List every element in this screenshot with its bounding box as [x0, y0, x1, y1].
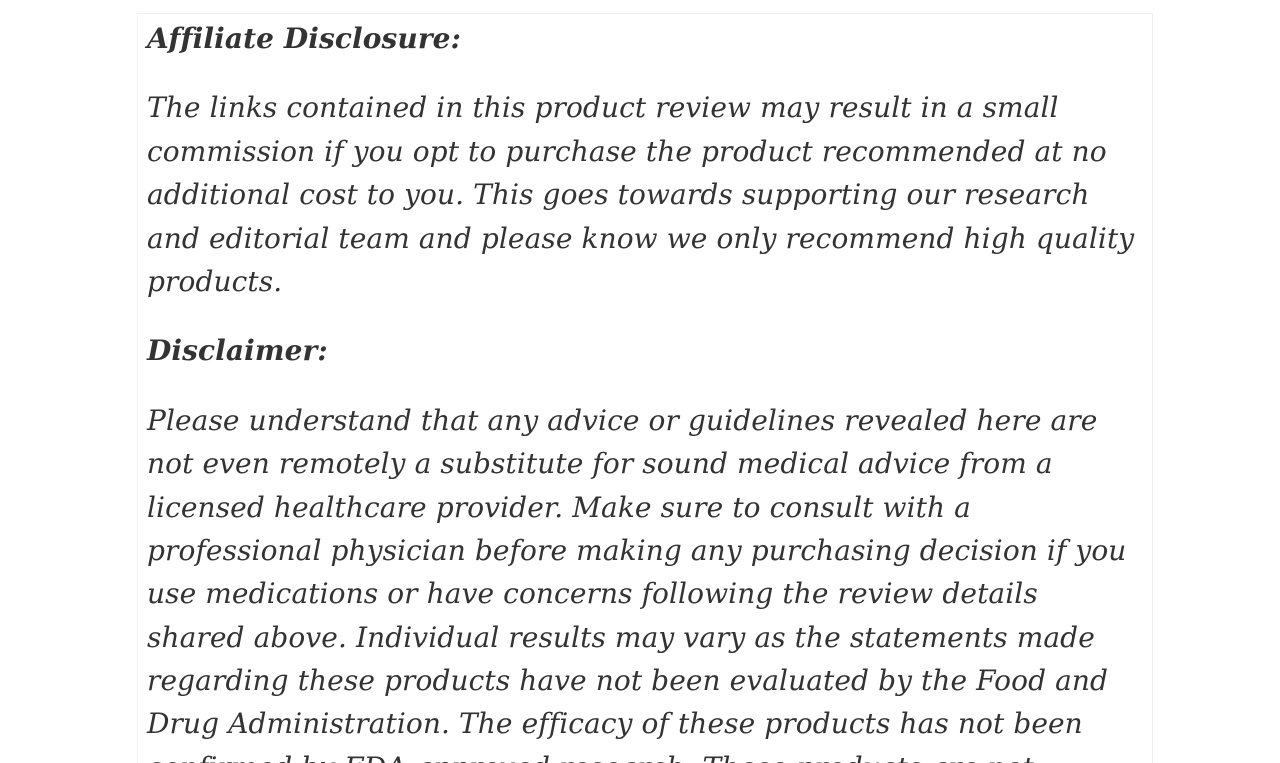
- affiliate-disclosure-heading: Affiliate Disclosure:: [147, 22, 462, 55]
- article-content-card: Affiliate Disclosure: The links containe…: [137, 13, 1153, 763]
- affiliate-disclosure-paragraph: The links contained in this product revi…: [147, 91, 1135, 298]
- disclaimer-heading: Disclaimer:: [147, 334, 328, 368]
- disclaimer-paragraph: Please understand that any advice or gui…: [147, 403, 1127, 763]
